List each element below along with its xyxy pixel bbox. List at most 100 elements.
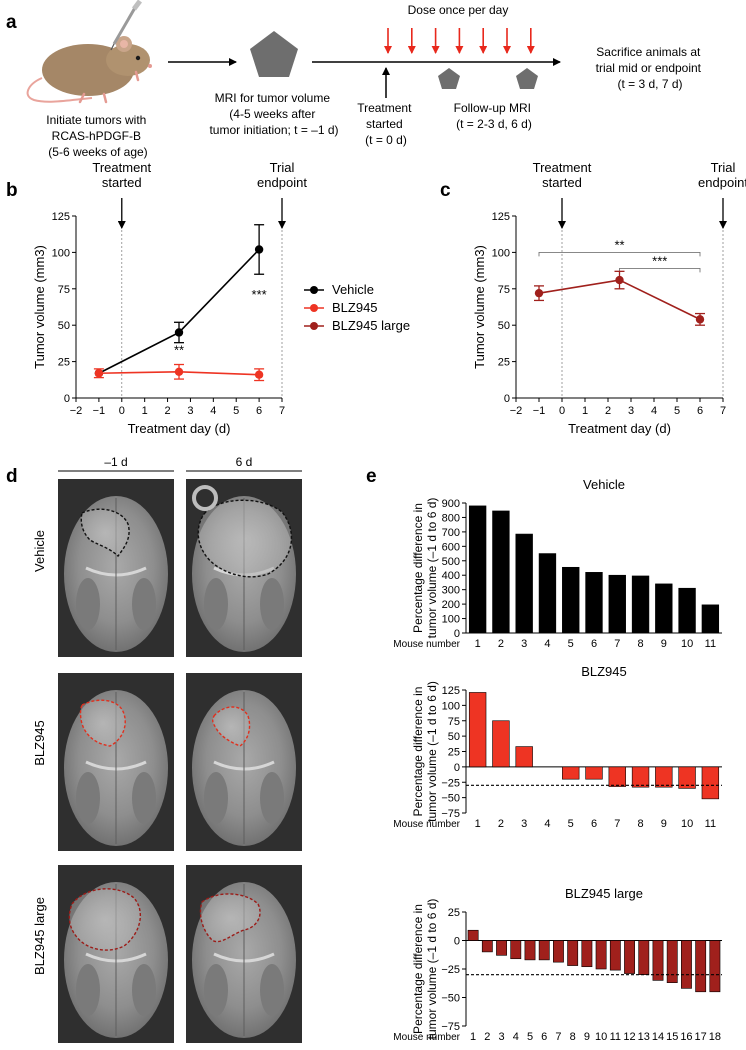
y-tick-label: 25 (448, 747, 460, 759)
bar (608, 574, 626, 634)
row-label-blz945: BLZ945 (32, 720, 47, 766)
x-tick-label: 0 (559, 405, 565, 417)
mri-brain-lobe (76, 964, 100, 1016)
bar (655, 583, 673, 634)
x-tick-label: 6 (591, 638, 597, 650)
bar (709, 940, 721, 993)
y-tick-label: −75 (441, 808, 460, 820)
y-tick-label: 0 (454, 628, 460, 640)
bar (515, 746, 533, 768)
y-tick-label: 125 (52, 211, 70, 223)
chart-title: Vehicle (583, 477, 625, 492)
bar (581, 940, 593, 968)
y-tick-label: 25 (58, 357, 70, 369)
x-tick-label: 4 (544, 638, 550, 650)
step2-text: MRI for tumor volume (4-5 weeks after tu… (209, 91, 338, 137)
y-tick-label: 25 (498, 357, 510, 369)
y-tick-label: 800 (442, 512, 460, 524)
chart-title: BLZ945 (581, 664, 627, 679)
y-axis-label: Percentage difference intumor volume (–1… (411, 681, 439, 822)
x-tick-label: 5 (568, 638, 574, 650)
mri-brain-lobe (132, 772, 156, 824)
x-tick-label: 16 (680, 1031, 692, 1043)
bar (496, 940, 507, 956)
y-axis-label-line: tumor volume (–1 d to 6 d) (425, 498, 439, 639)
y-tick-label: 50 (498, 320, 510, 332)
annotation-text: Trial (270, 160, 295, 175)
legend-item: Vehicle (332, 282, 374, 297)
y-tick-label: 75 (58, 284, 70, 296)
bar (585, 766, 603, 780)
x-tick-label: 9 (661, 818, 667, 830)
x-tick-label: 1 (475, 818, 481, 830)
data-point (174, 328, 184, 337)
y-tick-label: 25 (448, 907, 460, 919)
x-tick-label: 1 (470, 1031, 476, 1043)
y-tick-label: 300 (442, 585, 460, 597)
x-tick-label: 2 (484, 1031, 490, 1043)
bar (655, 766, 673, 788)
legend-item: BLZ945 (332, 300, 378, 315)
x-tick-label: 1 (475, 638, 481, 650)
x-tick-label: 11 (705, 818, 716, 830)
mri-tumor-region (81, 509, 130, 556)
bar (515, 533, 533, 634)
mri-image-grid (58, 479, 302, 1043)
followup-pentagon-2 (516, 68, 538, 89)
y-tick-label: 100 (442, 700, 460, 712)
x-axis-label: Treatment day (d) (568, 421, 671, 436)
data-point (695, 315, 705, 324)
x-tick-label: 12 (623, 1031, 635, 1043)
x-tick-label: 5 (527, 1031, 533, 1043)
bar (562, 566, 580, 634)
y-tick-label: −75 (441, 1021, 460, 1033)
mri-brain-lobe (260, 772, 284, 824)
bar (666, 940, 678, 983)
step1-text: Initiate tumors with RCAS-hPDGF-B (5-6 w… (46, 113, 149, 159)
mri-tumor-outline (68, 888, 142, 951)
y-tick-label: 50 (448, 731, 460, 743)
mri-tumor-region (200, 893, 261, 942)
x-tick-label: 5 (674, 405, 680, 417)
x-tick-label: 2 (498, 818, 504, 830)
mri-brain-lobe (204, 772, 228, 824)
step4-text: Follow-up MRI (t = 2-3 d, 6 d) (454, 101, 535, 131)
y-axis-label-line: Percentage difference in (411, 687, 425, 817)
col-label-6d: 6 d (236, 455, 253, 469)
y-tick-label: −25 (441, 964, 460, 976)
data-point (174, 367, 184, 376)
y-tick-label: 0 (454, 936, 460, 948)
x-tick-label: 8 (570, 1031, 576, 1043)
panel-d: d –1 d 6 d Vehicle BLZ945 BLZ945 large (6, 455, 302, 1043)
bar (638, 940, 650, 976)
mouse-illustration (26, 0, 152, 104)
annotation-text: endpoint (698, 175, 746, 190)
x-tick-label: 7 (720, 405, 726, 417)
bracket-label: *** (652, 253, 667, 268)
y-axis-label: Percentage difference intumor volume (–1… (411, 498, 439, 639)
bar (538, 940, 550, 961)
x-tick-label: 5 (233, 405, 239, 417)
bar (678, 766, 696, 789)
annotation-text: endpoint (257, 175, 307, 190)
bar (701, 766, 720, 800)
legend-swatch-dot (310, 286, 318, 294)
chart-b: b 0 25 50 75 100 125 −2 −1 0 1 2 3 4 5 6 7 Treatment day… (6, 160, 307, 436)
x-tick-label: 9 (584, 1031, 590, 1043)
bar (553, 940, 564, 963)
chart-e-blz945: BLZ945 125 100 75 50 25 0 −25 −50 −75 1 2 3 4 5 6 7 8 9 10 1… (393, 664, 722, 830)
y-tick-label: 400 (442, 570, 460, 582)
bar (631, 766, 650, 788)
panel-e: e (366, 466, 377, 487)
mri-tumor-outline (199, 893, 261, 943)
x-tick-label: 1 (582, 405, 588, 417)
mri-brain-lobe (76, 578, 100, 630)
annotation-text: started (542, 175, 582, 190)
data-point (254, 245, 264, 254)
legend-swatch-dot (310, 304, 318, 312)
x-tick-label: 9 (661, 638, 667, 650)
bar (468, 692, 487, 768)
panel-label-b: b (6, 180, 18, 201)
bar (510, 940, 522, 960)
